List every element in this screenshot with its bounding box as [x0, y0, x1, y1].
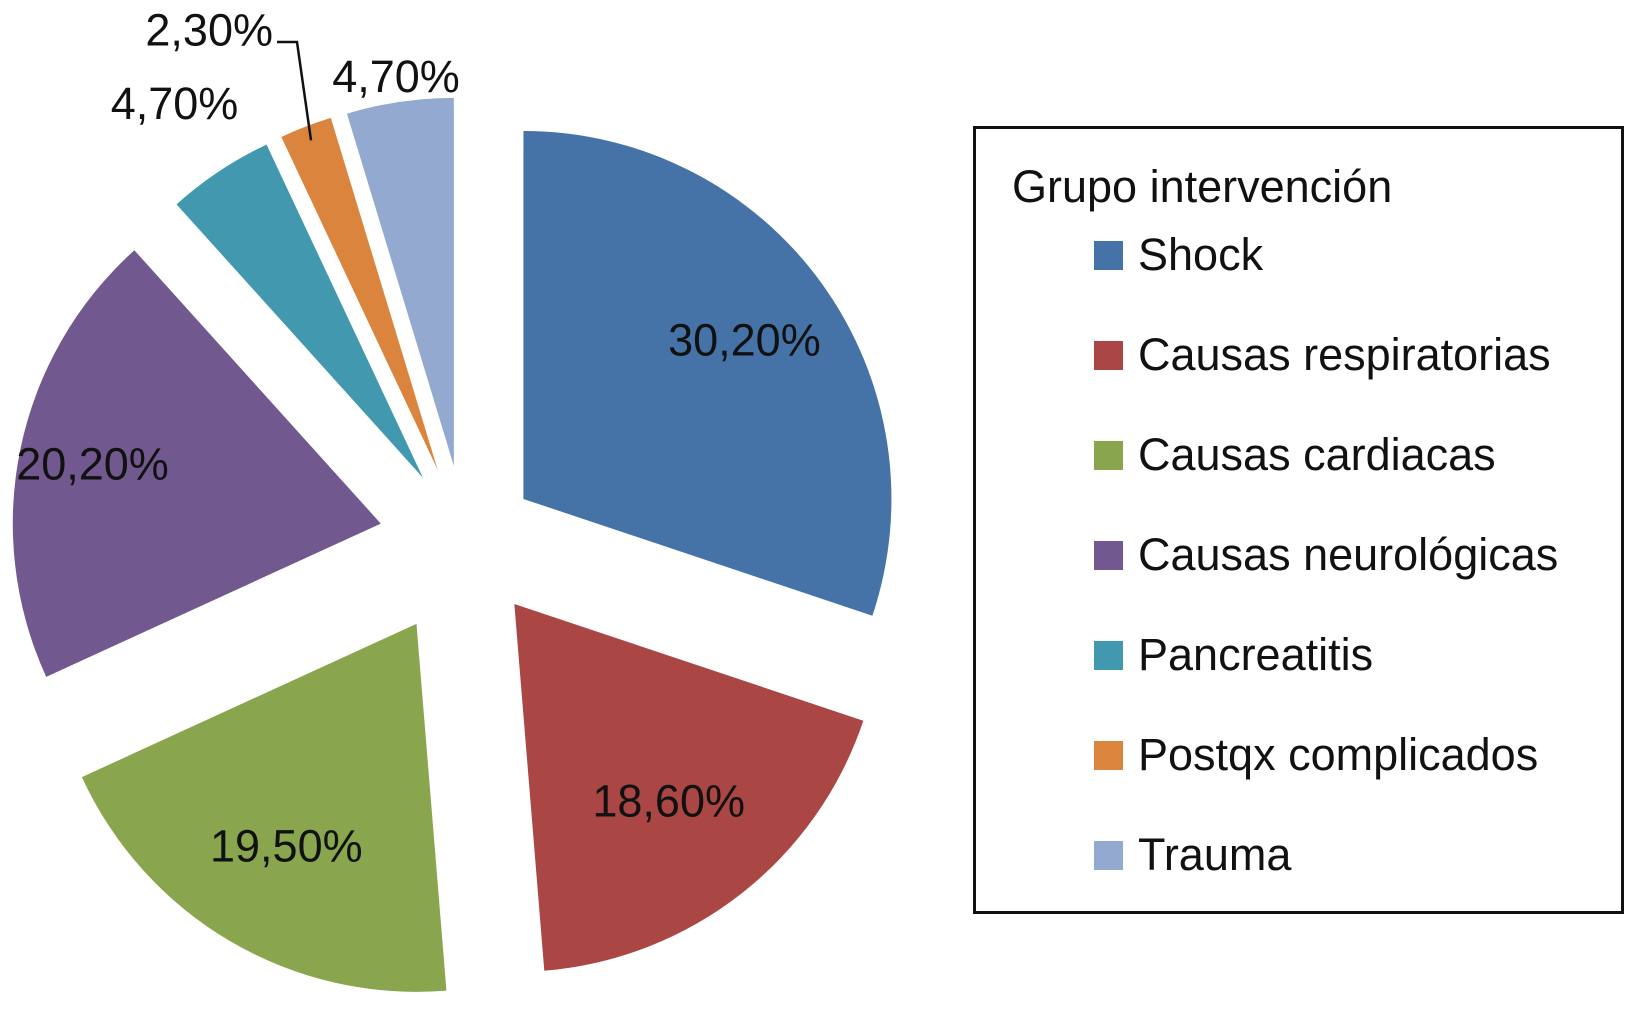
pie-slice-pancreatitis [176, 144, 423, 478]
data-label-shock: 30,20% [668, 314, 821, 365]
legend-label: Causas cardiacas [1138, 429, 1496, 480]
data-label-causas-respiratorias: 18,60% [592, 775, 745, 826]
pie-slice-causas-neurologicas [12, 250, 381, 677]
legend-swatch-pancreatitis [1094, 640, 1123, 670]
pie-slice-shock [523, 130, 892, 616]
legend-item-pancreatitis: Pancreatitis [1094, 627, 1373, 683]
legend-swatch-postqx-complicados [1094, 740, 1123, 770]
pie-slice-trauma [346, 97, 454, 466]
leader-line-postqx-complicados [277, 40, 313, 141]
legend-label: Pancreatitis [1138, 629, 1374, 680]
legend-label: Shock [1138, 229, 1264, 280]
data-label-causas-neurologicas: 20,20% [16, 439, 169, 490]
legend-label: Trauma [1138, 829, 1292, 880]
pie-slice-causas-cardiacas [81, 623, 447, 992]
legend-swatch-shock [1094, 240, 1123, 270]
legend-title: Grupo intervención [1012, 161, 1393, 212]
legend-item-causas-respiratorias: Causas respiratorias [1094, 327, 1551, 383]
legend-label: Postqx complicados [1138, 729, 1539, 780]
legend-swatch-trauma [1094, 840, 1123, 870]
chart-legend: Grupo intervención Shock Causas respirato… [973, 126, 1624, 914]
legend-label: Causas respiratorias [1138, 329, 1551, 380]
pie-slice-causas-respiratorias [514, 603, 864, 971]
legend-item-causas-neurologicas: Causas neurológicas [1094, 527, 1558, 583]
legend-swatch-causas-cardiacas [1094, 440, 1123, 470]
legend-swatch-causas-neurologicas [1094, 540, 1123, 570]
legend-item-trauma: Trauma [1094, 827, 1291, 883]
pie-slice-postqx-complicados [281, 117, 438, 471]
legend-swatch-causas-respiratorias [1094, 340, 1123, 370]
data-label-trauma: 4,70% [332, 51, 460, 102]
data-label-postqx-complicados: 2,30% [145, 5, 273, 56]
legend-item-postqx-complicados: Postqx complicados [1094, 727, 1538, 783]
legend-item-causas-cardiacas: Causas cardiacas [1094, 427, 1496, 483]
legend-item-shock: Shock [1094, 227, 1263, 283]
data-label-causas-cardiacas: 19,50% [210, 821, 363, 872]
legend-label: Causas neurológicas [1138, 529, 1559, 580]
data-label-pancreatitis: 4,70% [111, 78, 239, 129]
